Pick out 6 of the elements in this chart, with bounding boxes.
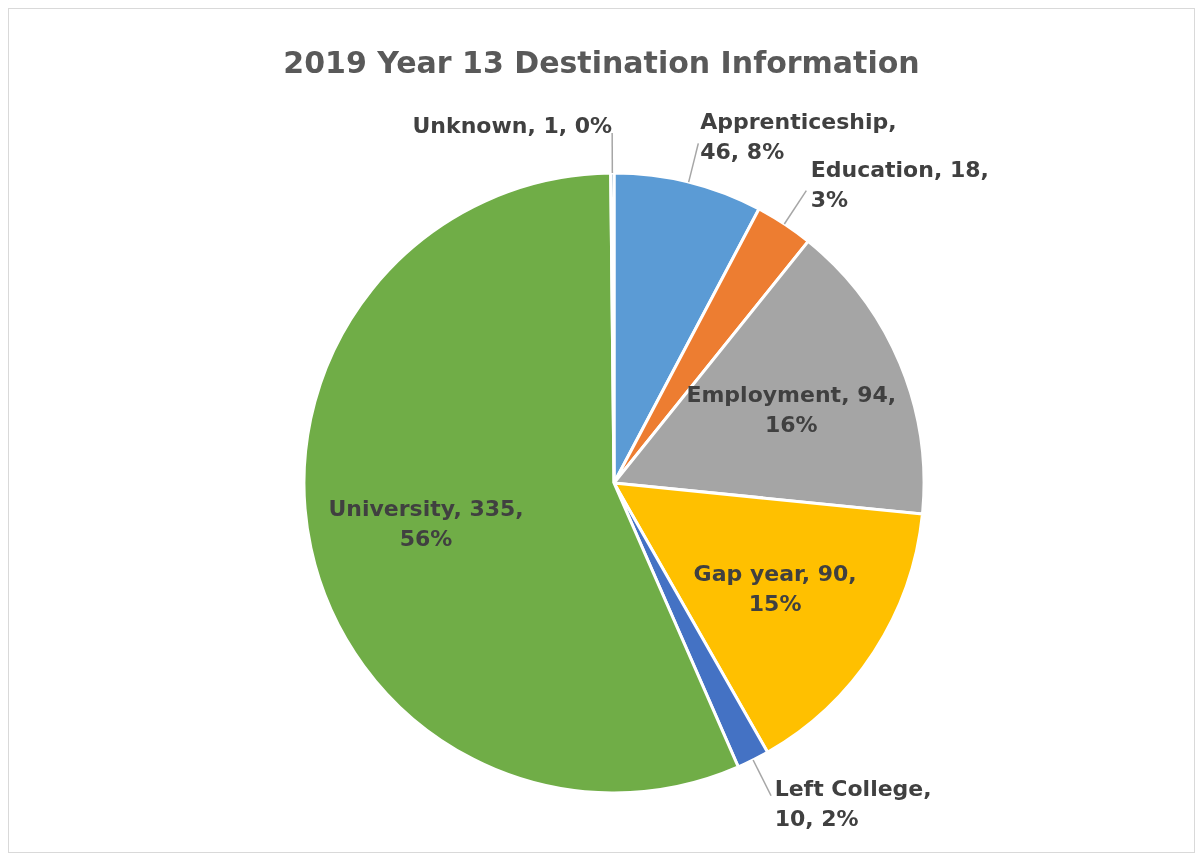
slice-label: Employment, 94, 16% (686, 381, 897, 437)
slice-label: Left College, 10, 2% (774, 775, 932, 831)
slice-label: Unknown, 1, 0% (412, 112, 613, 138)
chart-title: 2019 Year 13 Destination Information (282, 45, 921, 80)
slice-label: University, 335, 56% (328, 495, 524, 551)
slice-label: Gap year, 90, 15% (693, 560, 857, 616)
